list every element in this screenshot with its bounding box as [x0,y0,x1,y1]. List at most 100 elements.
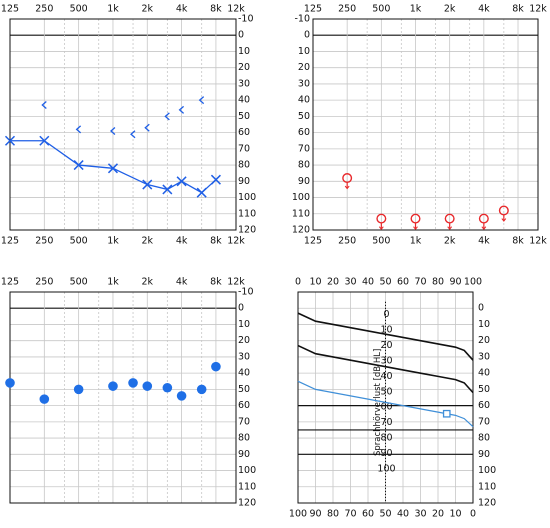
x-top-tick-label: 100 [464,277,482,288]
y-tick-label: 40 [298,95,310,106]
y-tick-label: 110 [238,481,256,492]
left-ear-o-marker [478,213,489,230]
y-tick-label: 100 [292,192,310,203]
x-top-tick-label: 10 [309,277,321,288]
plot-frame [9,291,237,504]
x-tick-label: 250 [338,4,356,15]
right-ear-bone-marker [130,130,136,139]
audiogram-right-panel: -10 0 10 20 30 40 50 60 70 80 90 100 110 120 125 250 500… [1,4,256,247]
x-tick-label-bottom: 2k [444,236,456,247]
inner-axis-tick-label: 80 [380,433,392,444]
y-tick-label: 100 [238,465,256,476]
inner-axis-tick-label: 40 [380,371,392,382]
inner-axis-tick-label: 50 [380,386,392,397]
aided-threshold-dot [73,384,84,395]
x-bottom-tick-label: 90 [309,509,321,520]
left-ear-o-marker [498,205,509,222]
x-tick-label: 8k [512,4,524,15]
right-ear-x-marker [162,184,173,195]
inner-axis-tick-label: 20 [380,340,392,351]
x-tick-label: 2k [142,4,154,15]
y-tick-label: 40 [238,368,250,379]
x-tick-label: 12k [227,277,245,288]
y-tick-label: 70 [298,143,310,154]
inner-axis-tick-label: 70 [380,417,392,428]
x-bottom-tick-label: 100 [289,509,307,520]
x-bottom-tick-label: 60 [362,509,374,520]
x-stroke [142,179,153,190]
x-tick-label-bottom: 500 [372,236,390,247]
right-ear-x-marker [73,160,84,171]
x-tick-label: 2k [142,277,154,288]
right-ear-bone-marker [75,125,82,134]
plot-frame [312,18,539,231]
y-tick-label: 10 [238,46,250,57]
x-bottom-tick-label: 0 [470,509,476,520]
x-tick-label-bottom: 8k [512,236,524,247]
x-top-tick-label: 50 [379,277,391,288]
y-tick-label: 20 [298,62,310,73]
y-tick-label: 20 [238,62,250,73]
aided-threshold-dot [196,384,207,395]
y-tick-label: 80 [238,160,250,171]
y-tick-label: 0 [238,30,244,41]
x-tick-label-bottom: 1k [410,236,422,247]
y-tick-label: 90 [478,449,490,460]
y-tick-label: -10 [238,287,254,298]
x-tick-label: 500 [70,277,88,288]
x-stroke [176,176,187,187]
x-tick-label: 1k [107,277,119,288]
left-ear-o-marker [444,213,455,230]
y-tick-label: 30 [478,351,490,362]
x-tick-label: 2k [444,4,456,15]
aided-threshold-dot [176,391,187,401]
left-ear-o-marker [410,213,421,230]
no-response-arrow [501,218,507,222]
y-tick-label: 80 [478,433,490,444]
inner-axis-tick-label: 0 [383,309,389,320]
y-tick-label: 70 [238,143,250,154]
speech-aided-square-marker [442,409,451,418]
y-tick-label: 90 [238,449,250,460]
x-tick-label: 1k [410,4,422,15]
y-tick-label: 120 [292,225,310,236]
y-tick-label: 10 [238,319,250,330]
aided-threshold-dot [162,382,173,393]
x-tick-label: 8k [210,277,222,288]
x-tick-label: 125 [304,4,322,15]
x-tick-label: 1k [107,4,119,15]
right-ear-x-marker [176,176,187,187]
no-response-arrow [447,226,453,230]
x-stroke [196,187,207,198]
x-tick-label: 500 [372,4,390,15]
aided-threshold-dot [5,378,15,388]
aided-threshold-dot [39,394,50,404]
x-tick-label: 250 [35,277,53,288]
x-tick-label-bottom: 4k [478,236,490,247]
y-tick-label: 120 [238,498,256,509]
y-tick-label: 10 [478,319,490,330]
x-top-tick-label: 60 [397,277,409,288]
x-tick-label-bottom: 250 [35,236,53,247]
x-bottom-tick-label: 80 [327,509,339,520]
x-tick-label-bottom: 1k [107,236,119,247]
y-tick-label: 60 [478,400,490,411]
inner-axis-tick-label: 60 [380,402,392,413]
x-tick-label: 4k [176,277,188,288]
right-ear-bone-marker [41,101,47,110]
x-tick-label: 125 [1,4,19,15]
right-ear-x-marker [107,163,118,174]
right-ear-x-marker [210,174,221,185]
x-tick-label: 250 [35,4,53,15]
x-tick-label-bottom: 125 [1,236,19,247]
y-tick-label: 30 [238,78,250,89]
x-tick-label: 4k [176,4,188,15]
y-tick-label: 70 [478,416,490,427]
x-tick-label: 12k [227,4,245,15]
inner-axis-tick-label: 10 [380,325,392,336]
x-top-tick-label: 30 [344,277,356,288]
y-tick-label: 50 [298,111,310,122]
